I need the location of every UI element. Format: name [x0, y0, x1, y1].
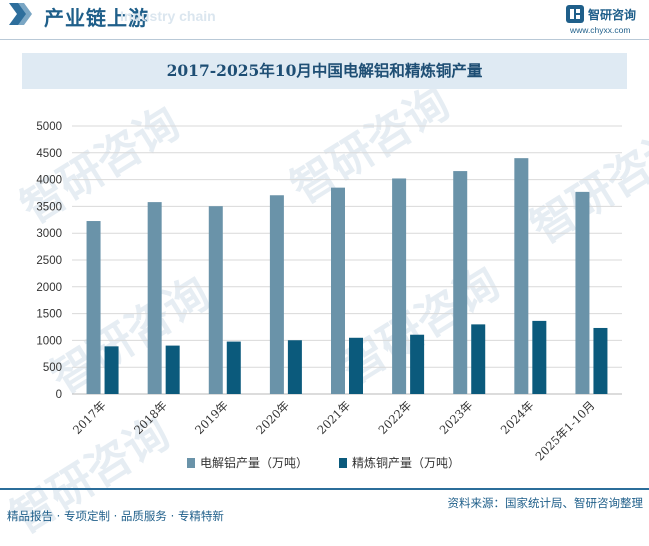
bar-aluminum	[392, 178, 407, 394]
chart-title-banner: 2017-2025年10月中国电解铝和精炼铜产量	[22, 53, 627, 89]
y-tick-label: 4000	[36, 175, 62, 187]
bar-aluminum	[331, 187, 345, 394]
y-tick-label: 2500	[36, 255, 62, 267]
bar-chart: 0 500 1000 1500 2000 2500 3000 3500 4000 4500 5000…	[36, 121, 622, 470]
footer-source: 资料来源：国家统计局、智研咨询整理	[447, 496, 644, 510]
y-tick-label: 4500	[36, 148, 62, 160]
brand-url: www.chyxx.com	[570, 25, 631, 35]
y-tick-label: 0	[56, 389, 62, 401]
bar-copper	[410, 334, 425, 394]
footer-tagline: 精品报告 · 专项定制 · 品质服务 · 专精特新	[7, 509, 224, 523]
brand-name: 智研咨询	[588, 8, 637, 22]
y-tick-label: 1000	[36, 335, 62, 347]
bar-copper	[287, 340, 302, 394]
x-tick-label: 2021年	[314, 398, 353, 437]
x-tick-label: 2023年	[437, 398, 476, 437]
x-tick-label: 2022年	[375, 398, 414, 437]
bar-copper	[165, 345, 180, 394]
legend-label-copper: 精炼铜产量（万吨）	[352, 455, 460, 470]
bar-aluminum	[269, 195, 284, 394]
bar-aluminum	[453, 171, 468, 394]
y-tick-label: 3500	[36, 201, 62, 213]
brand-logo: 智研咨询 www.chyxx.com	[566, 4, 644, 36]
header-watermark: Industry chain	[120, 8, 216, 24]
bar-copper	[532, 320, 547, 394]
y-tick-label: 2000	[36, 282, 62, 294]
bar-aluminum	[147, 202, 162, 394]
y-tick-label: 5000	[36, 121, 62, 133]
footer-divider	[0, 488, 649, 490]
chart-title: 2017-2025年10月中国电解铝和精炼铜产量	[166, 61, 483, 80]
bar-copper	[593, 327, 608, 394]
y-tick-label: 3000	[36, 228, 62, 240]
header: 产业链上游 Industry chain 智研咨询 www.chyxx.com	[0, 0, 649, 36]
bar-aluminum	[86, 221, 101, 394]
legend-swatch-aluminum	[187, 458, 195, 468]
x-tick-label: 2018年	[131, 398, 170, 437]
y-tick-label: 500	[43, 362, 62, 374]
bar-aluminum	[514, 158, 529, 394]
x-tick-label: 2025年1-10月	[532, 398, 597, 463]
x-tick-label: 2017年	[70, 398, 109, 437]
bar-copper	[471, 324, 486, 394]
brand-logo-icon	[566, 5, 584, 23]
x-tick-label: 2020年	[253, 398, 292, 437]
x-tick-label: 2024年	[498, 398, 537, 437]
section-title: 产业链上游	[44, 6, 149, 30]
x-tick-label: 2019年	[192, 398, 231, 437]
bar-aluminum	[208, 206, 223, 394]
bar-aluminum	[575, 191, 590, 394]
header-divider	[0, 39, 649, 40]
y-tick-label: 1500	[36, 309, 62, 321]
header-arrow-icon	[9, 3, 32, 25]
legend-swatch-copper	[339, 458, 347, 468]
bar-copper	[349, 337, 363, 394]
legend-label-aluminum: 电解铝产量（万吨）	[200, 455, 308, 470]
bar-copper	[226, 341, 241, 394]
bar-copper	[104, 346, 119, 394]
